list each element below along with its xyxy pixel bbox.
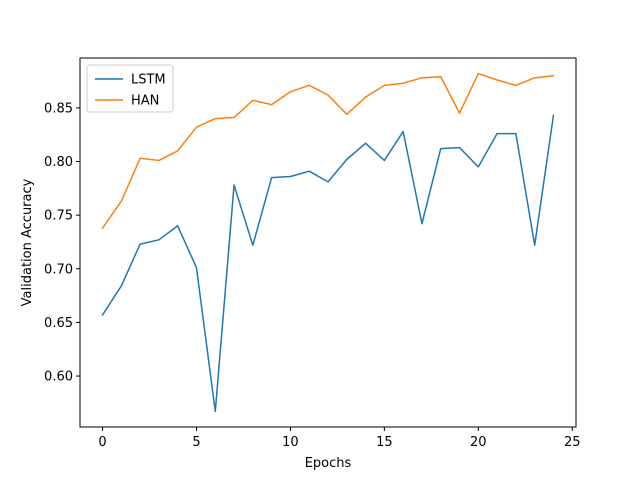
plot-area (101, 72, 555, 413)
axes-frame (79, 57, 577, 428)
legend-label-han: HAN (131, 94, 159, 109)
x-tick-label: 20 (470, 435, 487, 450)
y-tick-label: 0.60 (44, 370, 73, 385)
x-tick-label: 0 (98, 435, 106, 450)
series-line-lstm (101, 114, 555, 413)
y-tick-label: 0.80 (44, 155, 73, 170)
x-tick-label: 10 (282, 435, 299, 450)
legend: LSTM HAN (86, 64, 174, 113)
legend-label-lstm: LSTM (131, 73, 166, 88)
x-tick-label: 25 (564, 435, 581, 450)
y-tick-label: 0.85 (44, 101, 73, 116)
x-tick-label: 15 (376, 435, 393, 450)
y-axis-label: Validation Accuracy (20, 178, 35, 306)
x-tick-label: 5 (192, 435, 200, 450)
y-tick-label: 0.70 (44, 262, 73, 277)
y-tick-label: 0.65 (44, 316, 73, 331)
x-axis-label: Epochs (305, 456, 352, 471)
y-tick-label: 0.75 (44, 209, 73, 224)
x-axis: 0 5 10 15 20 25 (98, 427, 581, 450)
y-axis: 0.60 0.65 0.70 0.75 0.80 0.85 (44, 101, 80, 385)
series-line-han (101, 72, 555, 230)
